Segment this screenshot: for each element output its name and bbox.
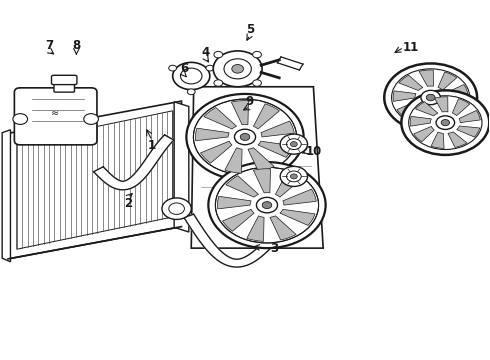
FancyBboxPatch shape — [54, 82, 74, 92]
Polygon shape — [222, 210, 254, 231]
Circle shape — [256, 197, 277, 213]
Polygon shape — [410, 116, 431, 126]
Circle shape — [234, 129, 256, 145]
Text: 5: 5 — [246, 23, 254, 36]
Circle shape — [253, 80, 262, 86]
Polygon shape — [225, 148, 242, 173]
Polygon shape — [419, 70, 433, 86]
Circle shape — [392, 69, 470, 126]
FancyBboxPatch shape — [14, 88, 97, 145]
Polygon shape — [275, 172, 301, 197]
Text: 11: 11 — [403, 41, 419, 54]
Polygon shape — [196, 128, 229, 141]
Polygon shape — [459, 111, 480, 123]
Text: 4: 4 — [202, 46, 210, 59]
Polygon shape — [280, 210, 315, 225]
Polygon shape — [399, 75, 423, 90]
Circle shape — [180, 68, 202, 84]
Circle shape — [436, 116, 455, 130]
Polygon shape — [445, 85, 468, 98]
Circle shape — [214, 80, 223, 86]
Circle shape — [291, 141, 297, 147]
FancyBboxPatch shape — [51, 75, 77, 85]
Polygon shape — [200, 141, 232, 163]
Circle shape — [409, 96, 482, 149]
Polygon shape — [204, 108, 237, 129]
Circle shape — [162, 198, 191, 220]
Text: 10: 10 — [305, 145, 321, 158]
Circle shape — [280, 166, 308, 186]
Polygon shape — [17, 111, 172, 249]
Text: 3: 3 — [270, 242, 278, 255]
Text: 7: 7 — [46, 39, 53, 52]
Polygon shape — [277, 57, 303, 70]
Text: 1: 1 — [148, 139, 156, 152]
Polygon shape — [8, 101, 181, 259]
Circle shape — [13, 114, 27, 125]
Polygon shape — [283, 189, 316, 205]
Polygon shape — [218, 196, 251, 209]
Circle shape — [206, 65, 214, 71]
Polygon shape — [416, 102, 438, 116]
Circle shape — [421, 90, 441, 105]
Polygon shape — [2, 130, 10, 262]
Polygon shape — [94, 135, 174, 190]
Circle shape — [426, 94, 435, 101]
Circle shape — [441, 120, 449, 126]
Circle shape — [287, 139, 301, 149]
Circle shape — [186, 94, 304, 180]
Polygon shape — [184, 214, 279, 267]
Polygon shape — [247, 216, 264, 241]
Polygon shape — [231, 100, 248, 125]
Circle shape — [214, 51, 223, 58]
Circle shape — [216, 167, 318, 243]
Circle shape — [194, 99, 296, 175]
Circle shape — [262, 202, 272, 208]
Circle shape — [169, 65, 176, 71]
Circle shape — [208, 162, 326, 248]
Polygon shape — [431, 132, 444, 148]
Text: $\approx$: $\approx$ — [49, 107, 60, 117]
Text: 9: 9 — [246, 95, 254, 108]
Polygon shape — [253, 169, 270, 193]
Text: 8: 8 — [73, 39, 80, 52]
Circle shape — [384, 63, 477, 132]
Polygon shape — [438, 72, 457, 90]
Polygon shape — [261, 121, 294, 137]
Circle shape — [401, 90, 490, 155]
Circle shape — [253, 51, 262, 58]
Polygon shape — [414, 126, 434, 142]
Polygon shape — [226, 176, 259, 197]
Circle shape — [213, 51, 262, 87]
Circle shape — [240, 134, 250, 140]
Polygon shape — [433, 107, 454, 124]
Polygon shape — [191, 87, 323, 248]
Circle shape — [232, 64, 244, 73]
Polygon shape — [253, 104, 279, 129]
Circle shape — [291, 174, 297, 179]
Circle shape — [169, 203, 184, 215]
Text: 6: 6 — [180, 62, 188, 75]
Polygon shape — [397, 102, 419, 118]
Circle shape — [172, 62, 210, 90]
Polygon shape — [416, 107, 429, 125]
Polygon shape — [270, 216, 296, 240]
Circle shape — [224, 59, 251, 79]
Polygon shape — [435, 97, 448, 112]
Circle shape — [187, 89, 195, 95]
Polygon shape — [452, 99, 470, 116]
Polygon shape — [258, 141, 293, 157]
Circle shape — [280, 134, 308, 154]
Polygon shape — [457, 126, 480, 137]
Polygon shape — [174, 102, 189, 232]
Polygon shape — [248, 148, 274, 172]
Text: 2: 2 — [123, 197, 132, 210]
Polygon shape — [442, 101, 467, 113]
Polygon shape — [448, 132, 467, 148]
Circle shape — [84, 114, 98, 125]
Circle shape — [287, 171, 301, 182]
Polygon shape — [393, 91, 416, 102]
